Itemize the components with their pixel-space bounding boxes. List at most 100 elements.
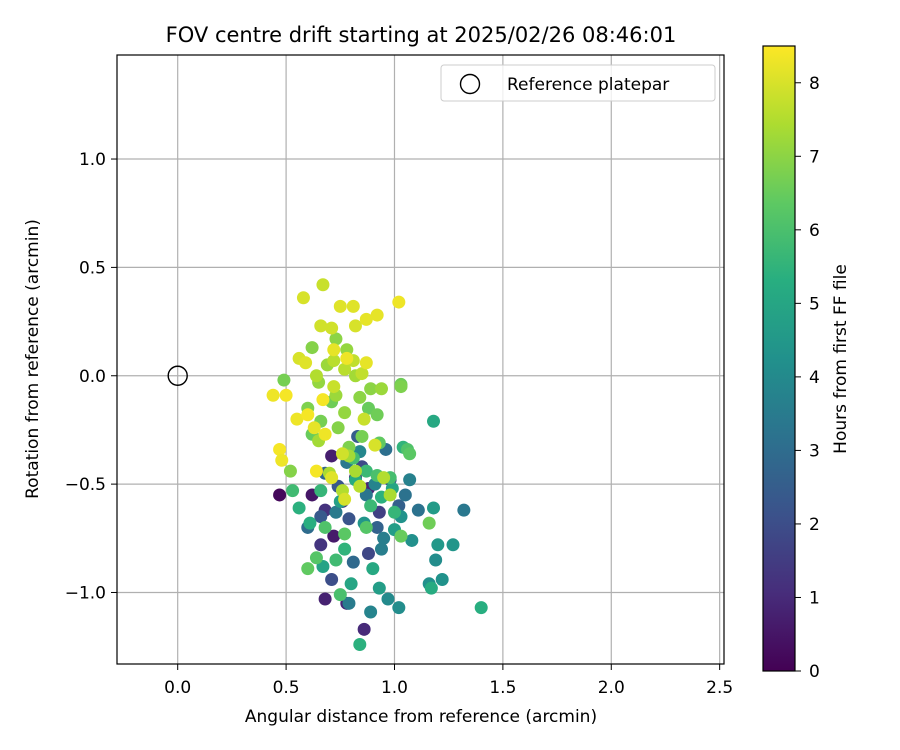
data-point — [316, 278, 330, 292]
data-point — [338, 492, 352, 506]
data-point — [273, 442, 287, 456]
grid-lines — [117, 55, 724, 664]
data-point — [377, 471, 391, 485]
plot-frame — [116, 54, 725, 665]
data-point — [327, 354, 341, 368]
data-point — [370, 408, 384, 422]
data-point — [327, 529, 341, 543]
data-point — [309, 551, 323, 565]
data-point — [359, 356, 373, 370]
data-point — [266, 388, 280, 402]
data-point — [333, 299, 347, 313]
y-tick-label: 0.0 — [79, 367, 106, 387]
data-point — [329, 553, 343, 567]
data-point — [403, 473, 417, 487]
x-tick-label: 2.0 — [598, 678, 625, 698]
colorbar-tick-label: 3 — [809, 441, 820, 461]
data-point — [318, 592, 332, 606]
data-point — [325, 471, 339, 485]
data-point — [394, 529, 408, 543]
data-point — [303, 516, 317, 530]
data-point — [340, 351, 354, 365]
colorbar-tick-label: 8 — [809, 74, 820, 94]
colorbar-tick-label: 4 — [809, 368, 820, 388]
data-point — [474, 601, 488, 615]
data-point — [374, 382, 388, 396]
data-point — [327, 380, 341, 394]
data-point — [325, 572, 339, 586]
data-point — [307, 421, 321, 435]
data-point — [383, 488, 397, 502]
data-point — [359, 464, 373, 478]
data-point — [411, 503, 425, 517]
y-axis-label: Rotation from reference (arcmin) — [23, 219, 43, 499]
data-point — [305, 341, 319, 355]
data-point — [273, 488, 287, 502]
data-point — [329, 505, 343, 519]
data-point — [424, 581, 438, 595]
data-point — [346, 555, 360, 569]
data-point — [366, 562, 380, 576]
data-point — [353, 637, 367, 651]
data-point — [394, 380, 408, 394]
data-point — [301, 562, 315, 576]
data-point — [427, 501, 441, 515]
data-point — [387, 505, 401, 519]
data-point — [457, 503, 471, 517]
data-point — [368, 438, 382, 452]
data-point — [372, 581, 386, 595]
data-point — [325, 449, 339, 463]
data-point — [431, 538, 445, 552]
data-point — [377, 531, 391, 545]
x-tick-label: 0.0 — [164, 678, 191, 698]
data-point — [314, 484, 328, 498]
data-point — [429, 553, 443, 567]
data-point — [283, 464, 297, 478]
data-point — [338, 362, 352, 376]
colorbar-tick-label: 0 — [809, 662, 820, 682]
data-point — [299, 356, 313, 370]
data-point — [403, 447, 417, 461]
data-point — [325, 321, 339, 335]
data-point — [427, 414, 441, 428]
data-point — [327, 343, 341, 357]
y-tick-label: −0.5 — [65, 475, 106, 495]
data-point — [342, 512, 356, 526]
data-point — [292, 501, 306, 515]
x-tick-label: 1.0 — [381, 678, 408, 698]
chart-title: FOV centre drift starting at 2025/02/26 … — [166, 23, 677, 47]
colorbar: 0 1 2 3 4 5 6 7 8 Hours from first FF file — [762, 45, 851, 682]
legend: Reference platepar — [440, 64, 716, 102]
data-point — [314, 510, 328, 524]
data-point — [446, 538, 460, 552]
data-point — [359, 312, 373, 326]
data-point — [335, 447, 349, 461]
data-point — [392, 295, 406, 309]
data-point — [286, 484, 300, 498]
y-tick-label: 1.0 — [79, 150, 106, 170]
colorbar-label: Hours from first FF file — [831, 264, 851, 454]
data-point — [374, 542, 388, 556]
legend-marker-icon — [459, 73, 481, 95]
data-point — [348, 464, 362, 478]
data-point — [309, 369, 323, 383]
data-point — [277, 373, 291, 387]
data-point — [290, 412, 304, 426]
colorbar-tick-label: 6 — [809, 221, 820, 241]
data-point — [353, 479, 367, 493]
data-point — [348, 319, 362, 333]
data-point — [301, 408, 315, 422]
x-axis-label: Angular distance from reference (arcmin) — [245, 707, 597, 727]
legend-box — [440, 64, 716, 102]
x-tick-label: 1.5 — [489, 678, 516, 698]
data-point — [279, 388, 293, 402]
data-point — [275, 453, 289, 467]
data-point — [333, 588, 347, 602]
x-tick-label: 2.5 — [706, 678, 733, 698]
reference-platepar-marker — [167, 365, 188, 386]
data-point — [314, 319, 328, 333]
data-point — [338, 406, 352, 420]
x-tick-label: 0.5 — [273, 678, 300, 698]
data-point — [435, 572, 449, 586]
